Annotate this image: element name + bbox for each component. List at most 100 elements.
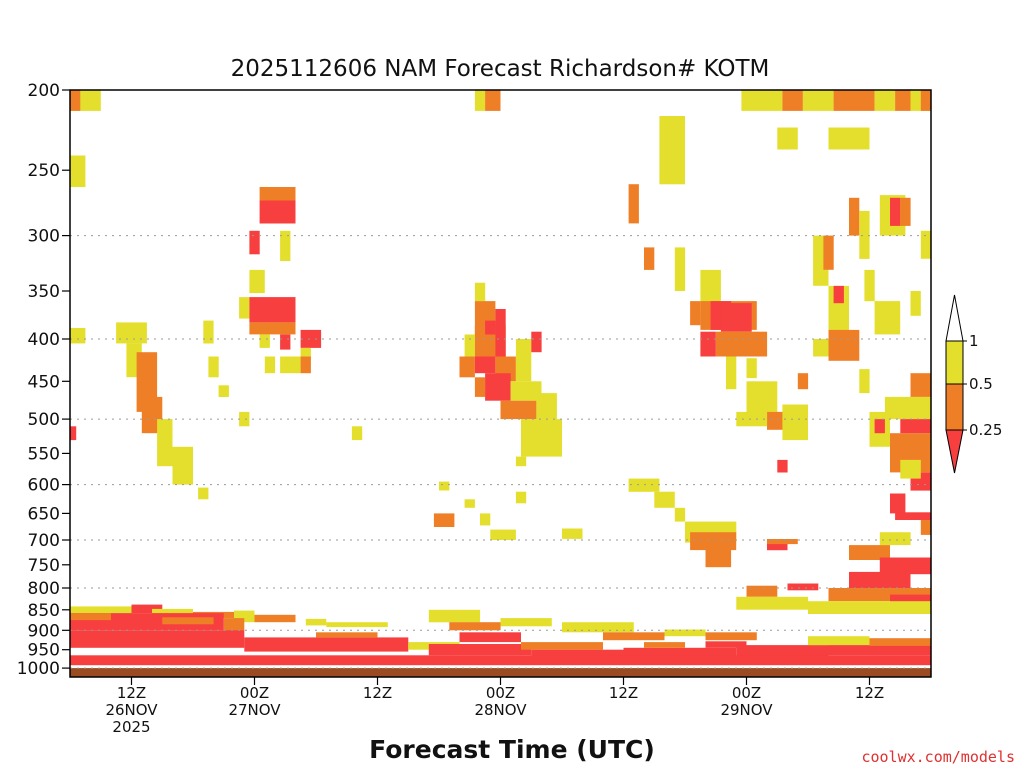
ri-cell-low: [890, 197, 901, 226]
ri-cell-high: [474, 90, 486, 111]
ri-cell-high: [490, 529, 516, 540]
ri-cell-high: [208, 356, 219, 378]
chart-title: 2025112606 NAM Forecast Richardson# KOTM: [231, 56, 770, 82]
ri-cell-high: [813, 339, 829, 357]
ri-cell-mid: [433, 513, 455, 527]
ri-cell-high: [879, 532, 911, 546]
ri-cell-low: [895, 512, 931, 520]
ri-cell-mid: [705, 632, 757, 641]
ri-cell-high: [116, 322, 147, 344]
y-tick-label: 850: [28, 601, 60, 621]
y-tick-label: 800: [28, 579, 60, 599]
ri-cell-mid: [869, 638, 931, 646]
y-tick-label: 750: [28, 556, 60, 576]
ri-cell-high: [562, 622, 634, 633]
ri-cell-low: [849, 571, 911, 588]
ri-cell-low: [459, 632, 521, 643]
ri-cell-high: [654, 491, 675, 508]
ri-cell-high: [439, 481, 450, 491]
ri-cell-high: [351, 426, 363, 441]
ri-cell-high: [562, 528, 583, 539]
ri-cell-mid: [746, 585, 778, 597]
ri-cell-low: [300, 329, 322, 348]
legend-label: 1: [969, 332, 979, 350]
y-tick-label: 200: [28, 81, 60, 101]
ri-cell-mid: [162, 617, 214, 625]
ri-cell-high: [510, 381, 542, 401]
ri-cell-mid: [603, 632, 665, 641]
ri-cell-mid: [474, 377, 486, 397]
ri-cell-high: [874, 90, 896, 111]
ri-cell-low: [249, 230, 260, 255]
ri-cell-low: [70, 655, 931, 666]
ri-cell-low: [474, 356, 496, 374]
ri-cell-high: [70, 328, 86, 344]
y-tick-label: 400: [28, 330, 60, 350]
ri-cell-high: [515, 456, 527, 467]
ri-cell-high: [910, 291, 921, 316]
y-tick-label: 450: [28, 372, 60, 392]
ri-cell-high: [300, 347, 311, 361]
y-axis-ticks: 200 250 300 350 400 450 500 550 600 650 700 750 8008…: [17, 81, 70, 679]
y-tick-label: 500: [28, 410, 60, 430]
ri-cell-high: [628, 478, 660, 492]
credit-text: coolwx.com/models: [861, 748, 1015, 766]
ri-cell-high: [659, 116, 685, 185]
ri-cell-low: [280, 334, 291, 350]
x-tick-label: 00Z: [486, 684, 515, 702]
ri-cell-mid: [849, 545, 890, 560]
ri-cell-high: [664, 629, 706, 637]
ri-cell-low: [428, 644, 532, 656]
ri-cell-mid: [521, 642, 603, 650]
ri-cell-low: [623, 647, 737, 658]
ri-cell-high: [249, 269, 265, 294]
ri-cell-low: [244, 637, 409, 652]
ri-cell-high: [239, 297, 250, 319]
ground-band: [70, 668, 931, 677]
ri-cell-mid: [628, 184, 639, 224]
ri-cell-high: [326, 622, 388, 628]
ri-cell-low: [828, 645, 931, 656]
ri-cell-low: [485, 320, 496, 335]
x-tick-label: 12Z: [363, 684, 392, 702]
ri-cell-high: [808, 636, 870, 646]
ri-cell-high: [874, 301, 901, 335]
ri-cell-high: [521, 419, 562, 457]
ri-cell-high: [474, 282, 486, 302]
ri-cell-mid: [767, 411, 788, 430]
y-tick-label: 350: [28, 282, 60, 302]
ri-cell-mid: [70, 90, 81, 111]
legend-bottom-arrow: [945, 429, 964, 474]
x-tick-label: 29NOV: [720, 701, 773, 719]
ground-layer: [70, 668, 931, 677]
ri-cell-high: [305, 618, 327, 626]
ri-cell-high: [500, 618, 552, 627]
legend-top-arrow: [945, 294, 964, 342]
ri-cell-high: [259, 334, 270, 348]
y-tick-label: 900: [28, 621, 60, 641]
x-tick-label: 00Z: [240, 684, 269, 702]
ri-cell-low: [767, 542, 788, 551]
x-tick-label: 2025: [112, 718, 150, 736]
x-tick-label: 26NOV: [105, 701, 158, 719]
ri-cell-high: [264, 356, 276, 374]
ri-cell-low: [70, 426, 77, 441]
ri-cell-low: [900, 419, 932, 434]
ri-cell-high: [198, 487, 209, 500]
y-tick-label: 1000: [17, 659, 60, 679]
ri-cell-high: [536, 393, 557, 420]
y-tick-label: 600: [28, 476, 60, 496]
ri-cell-high: [736, 596, 809, 610]
ri-cell-high: [172, 446, 193, 485]
ri-cell-mid: [500, 400, 537, 420]
ri-cell-mid: [259, 187, 296, 201]
ri-cell-low: [70, 630, 245, 648]
x-axis-label: Forecast Time (UTC): [369, 735, 655, 764]
ri-cell-low: [485, 373, 511, 401]
ri-cell-low: [879, 557, 932, 575]
ri-cell-high: [480, 513, 491, 526]
ri-cell-high: [736, 411, 768, 427]
ri-cell-mid: [70, 613, 111, 621]
ri-cell-mid: [249, 322, 296, 335]
